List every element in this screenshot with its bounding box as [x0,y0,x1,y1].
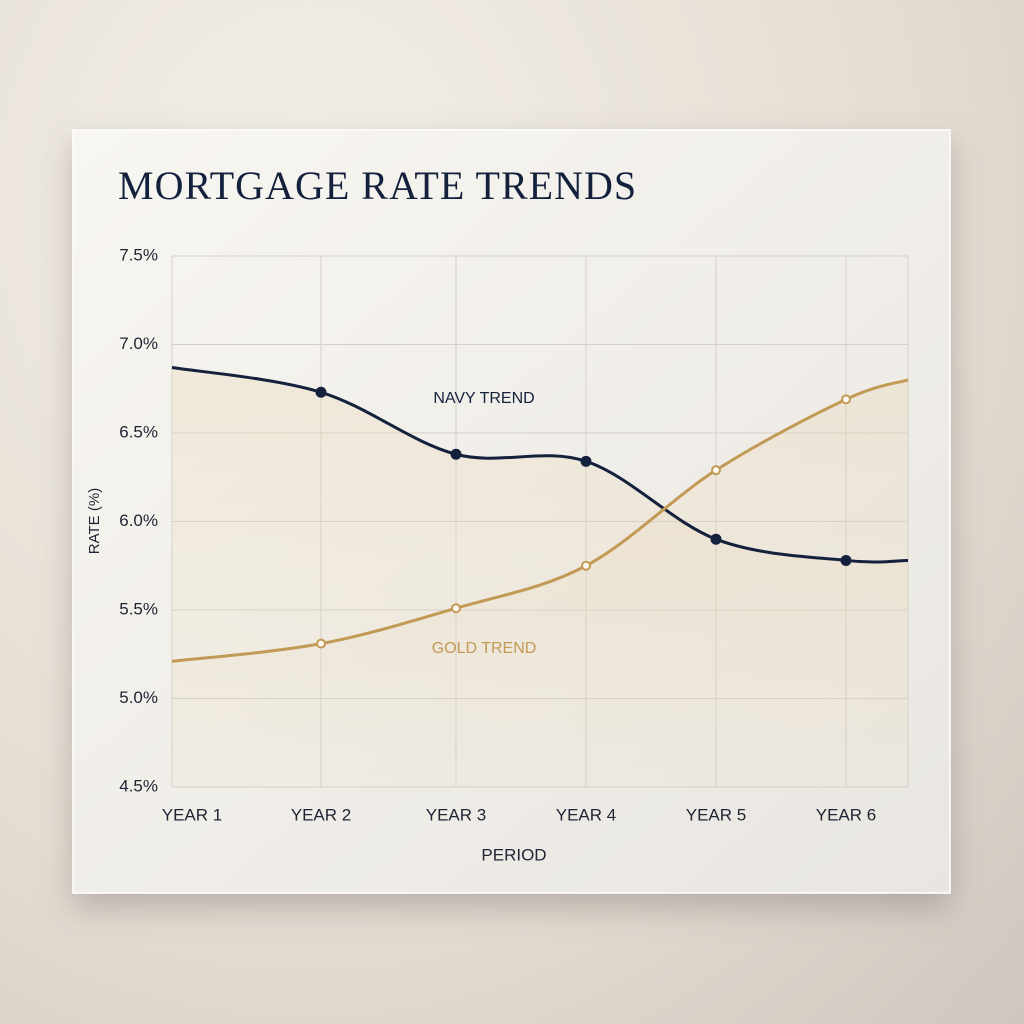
x-tick-label: YEAR 3 [426,805,486,824]
y-tick-label: 5.0% [119,688,158,707]
point [710,533,722,545]
y-axis-label: RATE (%) [86,488,103,554]
point [316,638,326,649]
series-area [172,379,908,787]
point [840,554,852,566]
x-tick-label: YEAR 4 [556,805,616,824]
y-tick-label: 6.0% [119,511,158,530]
series-label: GOLD TREND [432,640,537,657]
x-axis-label: PERIOD [481,845,546,864]
y-tick-label: 7.0% [119,334,158,353]
point [581,560,591,571]
y-tick-label: 4.5% [119,776,158,795]
y-tick-label: 7.5% [119,245,158,264]
x-tick-label: YEAR 1 [162,805,222,824]
plot: 4.5% 5.0% 5.5% 6.0% 6.5% 7.0% 7.5% YEAR 1 YEAR 2… [119,245,909,824]
y-tick-label: 5.5% [119,599,158,618]
y-tick-label: 6.5% [119,422,158,441]
point [450,448,462,460]
series-label: NAVY TREND [433,390,534,407]
x-tick-label: YEAR 2 [291,805,351,824]
point [841,394,851,405]
point [315,386,327,398]
x-tick-label: YEAR 5 [686,805,746,824]
x-tick-label: YEAR 6 [816,805,876,824]
point [451,603,461,614]
point [711,465,721,476]
chart-title: MORTGAGE RATE TRENDS [118,163,637,208]
point [580,455,592,467]
